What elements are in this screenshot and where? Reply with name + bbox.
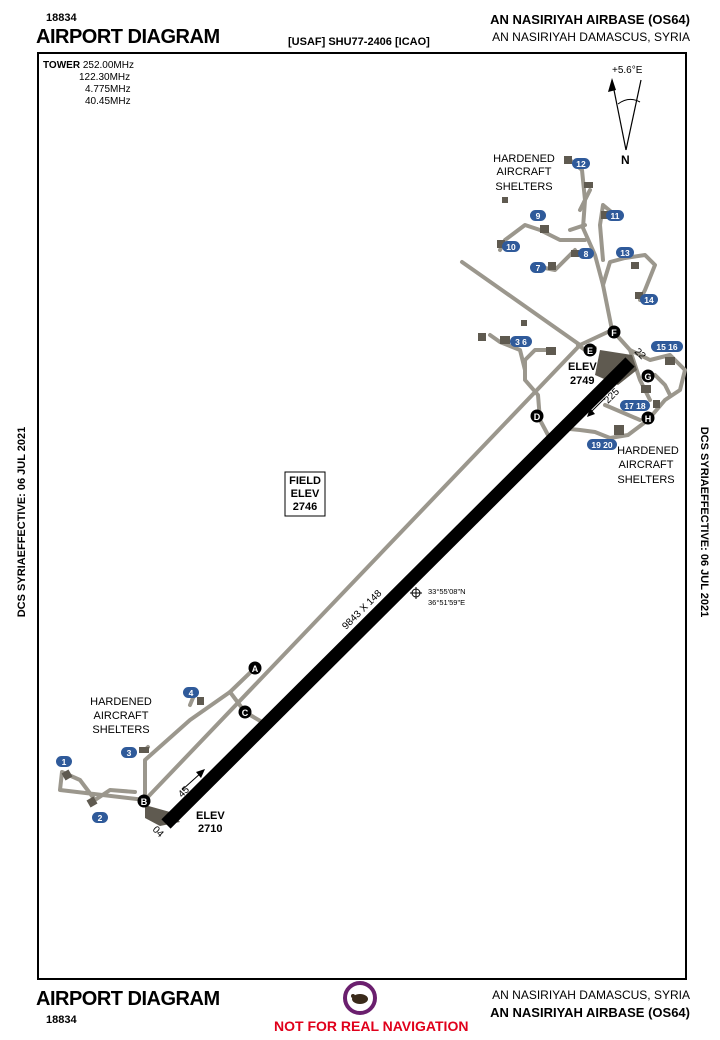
shelter-19-20[interactable]: 19 20 — [591, 440, 613, 450]
elev-ne-value: 2749 — [570, 375, 594, 387]
taxiway-d[interactable]: D — [534, 412, 541, 422]
shelter-1[interactable]: 1 — [62, 757, 67, 767]
taxiway-letters: A B C D E F G H — [137, 325, 655, 808]
shelter-label-top-3: SHELTERS — [495, 181, 552, 193]
shelter-label-top: HARDENED AIRCRAFT SHELTERS — [493, 153, 555, 193]
field-elev-box — [284, 471, 326, 517]
compass-arrow-icon — [608, 78, 642, 151]
freq-2: 122.30MHz — [79, 72, 131, 83]
airport-name-top: AN NASIRIYAH AIRBASE (OS64) — [490, 12, 690, 27]
taxiway-g[interactable]: G — [644, 372, 651, 382]
shelter-11[interactable]: 11 — [611, 211, 620, 221]
shelter-label-left-3: SHELTERS — [92, 724, 149, 736]
magnetic-variation: +5.6°E — [612, 65, 643, 76]
airport-name-bottom: AN NASIRIYAH AIRBASE (OS64) — [490, 1005, 690, 1020]
shelter-label-left-1: HARDENED — [90, 696, 152, 708]
airport-location-top: AN NASIRIYAH DAMASCUS, SYRIA — [492, 30, 690, 44]
shelter-13[interactable]: 13 — [620, 248, 630, 258]
taxiway-a[interactable]: A — [252, 664, 259, 674]
field-elev-value: 2746 — [293, 501, 317, 513]
taxiway-h[interactable]: H — [645, 414, 652, 424]
shelter-4[interactable]: 4 — [189, 688, 194, 698]
freq-4: 40.45MHz — [85, 96, 131, 107]
shelter-15-16[interactable]: 15 16 — [656, 342, 678, 352]
shelter-17-18[interactable]: 17 18 — [624, 401, 646, 411]
shelter-label-right-3: SHELTERS — [617, 474, 674, 486]
arp-latitude: 33°55'08"N — [428, 587, 466, 596]
chart-title-bottom: AIRPORT DIAGRAM — [36, 988, 220, 1010]
taxiway-f[interactable]: F — [611, 328, 617, 338]
shelter-3[interactable]: 3 — [127, 748, 132, 758]
heading-arrow-225-icon — [587, 397, 606, 417]
airport-reference-point-icon — [410, 587, 422, 599]
shelter-12[interactable]: 12 — [576, 159, 586, 169]
shelter-label-left: HARDENED AIRCRAFT SHELTERS — [90, 696, 152, 736]
shelter-14[interactable]: 14 — [644, 295, 654, 305]
tower-label: TOWER — [43, 60, 81, 71]
shelter-label-right: HARDENED AIRCRAFT SHELTERS — [617, 445, 679, 486]
shelter-label-right-1: HARDENED — [617, 445, 679, 457]
elev-sw-label: ELEV — [196, 810, 225, 822]
tower-frequencies: TOWER 252.00MHz 122.30MHz 4.775MHz 40.45… — [43, 60, 134, 108]
shelter-10[interactable]: 10 — [506, 242, 516, 252]
diagram-frame — [37, 52, 687, 980]
arp-longitude: 36°51'59"E — [428, 598, 465, 607]
heading-arrow-45-icon — [181, 769, 205, 791]
north-label: N — [621, 153, 630, 167]
shelter-label-left-2: AIRCRAFT — [94, 710, 149, 722]
chart-id-bottom: 18834 — [46, 1014, 77, 1026]
shelter-9[interactable]: 9 — [536, 211, 541, 221]
warthog-logo-icon — [343, 981, 377, 1015]
shelter-7[interactable]: 7 — [536, 263, 541, 273]
field-elev-line2: ELEV — [291, 488, 320, 500]
shelter-8[interactable]: 8 — [584, 249, 589, 259]
freq-1: 252.00MHz — [82, 60, 134, 71]
shelter-badges: 1 2 3 4 3 6 7 8 9 10 11 12 13 14 15 16 1… — [56, 158, 683, 823]
navigation-warning: NOT FOR REAL NAVIGATION — [274, 1018, 469, 1034]
elev-sw-value: 2710 — [198, 823, 222, 835]
elev-ne-label: ELEV — [568, 361, 597, 373]
shelter-label-top-2: AIRCRAFT — [497, 166, 552, 178]
field-elev-line1: FIELD — [289, 475, 321, 487]
taxiway-b[interactable]: B — [141, 797, 148, 807]
chart-title-top: AIRPORT DIAGRAM — [36, 26, 220, 48]
taxiway-e[interactable]: E — [587, 346, 593, 356]
shelter-label-top-1: HARDENED — [493, 153, 555, 165]
runway-end-04: 04 — [150, 824, 166, 840]
runway-04-22[interactable] — [161, 357, 635, 829]
airport-location-bottom: AN NASIRIYAH DAMASCUS, SYRIA — [492, 988, 690, 1002]
shelter-2[interactable]: 2 — [98, 813, 103, 823]
shelter-label-right-2: AIRCRAFT — [619, 459, 674, 471]
chart-code: [USAF] SHU77-2406 [ICAO] — [288, 36, 430, 48]
taxiway-c[interactable]: C — [242, 708, 249, 718]
chart-id-top: 18834 — [46, 12, 77, 24]
freq-3: 4.775MHz — [85, 84, 131, 95]
shelter-3-6[interactable]: 3 6 — [515, 337, 527, 347]
